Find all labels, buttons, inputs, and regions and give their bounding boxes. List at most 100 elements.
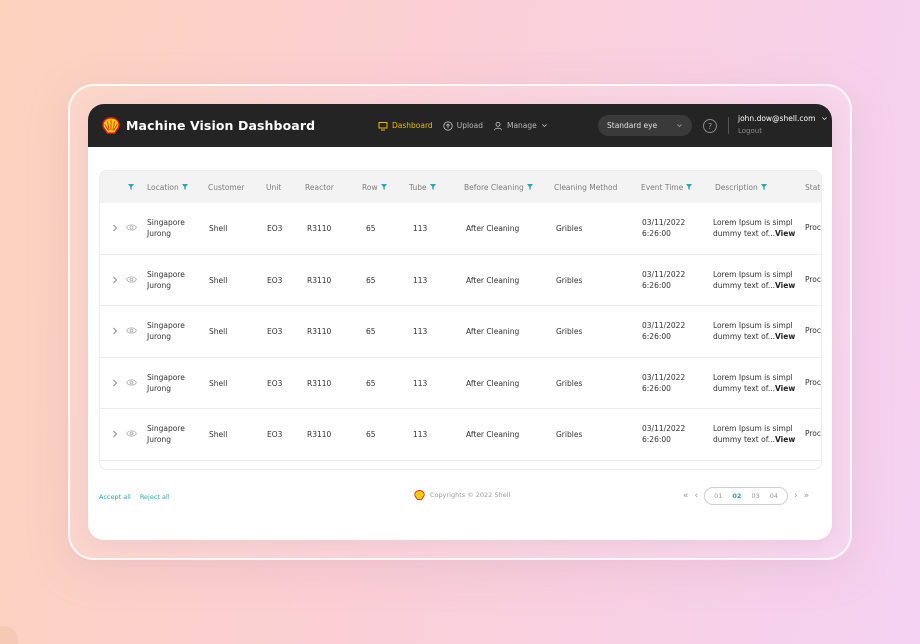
cell-reactor: R3110 <box>307 430 332 439</box>
col-reactor[interactable]: Reactor <box>305 182 334 192</box>
expand-chevron-icon[interactable] <box>111 223 119 233</box>
cell-before-cleaning: After Cleaning <box>466 327 520 336</box>
filter-icon[interactable] <box>686 184 693 190</box>
cell-tube: 113 <box>413 327 428 336</box>
table-header: Location Customer Unit Reactor Row Tube … <box>100 171 821 203</box>
nav-dashboard[interactable]: Dashboard <box>378 121 433 131</box>
view-link[interactable]: View <box>774 332 796 341</box>
upload-icon <box>443 120 453 131</box>
cell-description: Lorem Ipsum is simpl dummy text of...View <box>713 424 796 444</box>
table-row[interactable]: Singapore Jurong Shell EO3 R3110 65 113 A… <box>100 203 821 255</box>
cell-status: Proce <box>805 429 822 438</box>
cell-cleaning-method: Gribles <box>556 224 583 233</box>
col-before-cleaning[interactable]: Before Cleaning <box>464 183 533 192</box>
accept-all-link[interactable]: Accept all <box>99 493 131 501</box>
user-menu[interactable]: john.dow@shell.com Logout <box>738 114 828 135</box>
page-number[interactable]: 01 <box>714 492 723 500</box>
table-row[interactable]: Singapore Jurong Shell EO3 R3110 65 113 A… <box>100 255 822 306</box>
nav-upload[interactable]: Upload <box>443 120 483 131</box>
cell-unit: EO3 <box>267 430 283 439</box>
expand-chevron-icon[interactable] <box>111 429 119 439</box>
cell-customer: Shell <box>209 327 228 336</box>
cell-location: Singapore Jurong <box>147 218 185 238</box>
cell-description: Lorem Ipsum is simpl dummy text of...View <box>713 269 796 290</box>
cell-status: Proce <box>805 274 822 284</box>
cell-before-cleaning: After Cleaning <box>466 378 520 388</box>
eye-icon[interactable] <box>126 275 137 284</box>
view-link[interactable]: View <box>774 435 796 444</box>
col-tube[interactable]: Tube <box>409 183 436 192</box>
table-row[interactable]: Singapore Jurong Shell EO3 R3110 65 113 A… <box>100 409 821 461</box>
col-event-time[interactable]: Event Time <box>641 183 693 192</box>
table-row[interactable]: Singapore Jurong Shell EO3 R3110 65 113 A… <box>100 306 821 358</box>
eye-icon[interactable] <box>126 429 137 438</box>
pagination: « ‹ 01 02 03 04 › » <box>683 487 809 505</box>
cell-status: Proce <box>805 326 822 335</box>
reject-all-link[interactable]: Reject all <box>139 493 170 501</box>
filter-icon[interactable] <box>181 184 188 190</box>
filter-icon[interactable] <box>760 184 767 190</box>
cell-row: 65 <box>366 275 376 285</box>
consent-links: Accept all Reject all <box>99 493 170 501</box>
filter-icon[interactable] <box>429 184 436 190</box>
col-cleaning-method[interactable]: Cleaning Method <box>554 182 618 192</box>
cell-row: 65 <box>366 430 376 439</box>
app-window: Machine Vision Dashboard Dashboard Uploa… <box>88 104 832 540</box>
view-link[interactable]: View <box>774 383 796 393</box>
cell-unit: EO3 <box>267 275 283 285</box>
first-page-icon[interactable]: « <box>683 491 689 501</box>
eye-icon[interactable] <box>126 326 137 335</box>
cell-description: Lorem Ipsum is simpl dummy text of...View <box>713 218 796 238</box>
next-page-icon[interactable]: › <box>794 491 798 501</box>
eye-icon[interactable] <box>126 378 137 387</box>
page-number[interactable]: 03 <box>751 492 760 500</box>
cell-reactor: R3110 <box>307 275 332 285</box>
last-page-icon[interactable]: » <box>803 491 810 501</box>
page-number[interactable]: 02 <box>732 492 742 500</box>
expand-chevron-icon[interactable] <box>111 378 119 388</box>
user-email: john.dow@shell.com <box>738 114 816 123</box>
nav-manage[interactable]: Manage <box>493 121 548 131</box>
cell-before-cleaning: After Cleaning <box>466 275 520 285</box>
prev-page-icon[interactable]: ‹ <box>694 491 699 501</box>
help-icon[interactable]: ? <box>703 119 717 133</box>
eye-type-select[interactable]: Standard eye <box>598 115 692 136</box>
cell-cleaning-method: Gribles <box>556 430 583 439</box>
col-description[interactable]: Description <box>715 183 767 192</box>
cell-unit: EO3 <box>267 378 283 388</box>
cell-tube: 113 <box>413 378 428 388</box>
cell-tube: 113 <box>413 275 428 285</box>
col-customer[interactable]: Customer <box>208 182 245 192</box>
chevron-down-icon <box>677 124 682 128</box>
shell-logo-icon <box>414 490 425 500</box>
col-location[interactable]: Location <box>147 183 188 192</box>
eye-type-value: Standard eye <box>607 121 658 130</box>
expand-chevron-icon[interactable] <box>111 275 119 285</box>
cell-reactor: R3110 <box>307 327 332 336</box>
logout-link[interactable]: Logout <box>738 127 762 135</box>
view-link[interactable]: View <box>774 229 796 238</box>
col-status[interactable]: Status <box>805 182 821 192</box>
cell-event-time: 03/11/2022 6:26:00 <box>642 424 686 444</box>
data-table: Location Customer Unit Reactor Row Tube … <box>99 170 822 470</box>
cell-unit: EO3 <box>267 224 283 233</box>
divider <box>728 117 729 134</box>
col-row[interactable]: Row <box>362 183 387 192</box>
view-link[interactable]: View <box>774 280 796 290</box>
filter-icon[interactable] <box>380 184 387 190</box>
cell-status: Proce <box>805 377 822 387</box>
page-number[interactable]: 04 <box>769 492 779 500</box>
eye-icon[interactable] <box>126 223 137 232</box>
filter-icon[interactable] <box>526 184 533 190</box>
chevron-down-icon <box>822 117 828 121</box>
cell-row: 65 <box>366 224 376 233</box>
table-row[interactable]: Singapore Jurong Shell EO3 R3110 65 113 A… <box>100 358 822 409</box>
col-unit[interactable]: Unit <box>266 182 282 192</box>
cell-tube: 113 <box>413 430 428 439</box>
expand-chevron-icon[interactable] <box>111 326 119 336</box>
filter-all-icon[interactable] <box>128 184 134 190</box>
cell-location: Singapore Jurong <box>147 321 185 341</box>
cell-customer: Shell <box>209 275 228 285</box>
cell-event-time: 03/11/2022 6:26:00 <box>642 218 686 238</box>
copyright-text: Copyrights © 2022 Shell <box>430 491 511 499</box>
